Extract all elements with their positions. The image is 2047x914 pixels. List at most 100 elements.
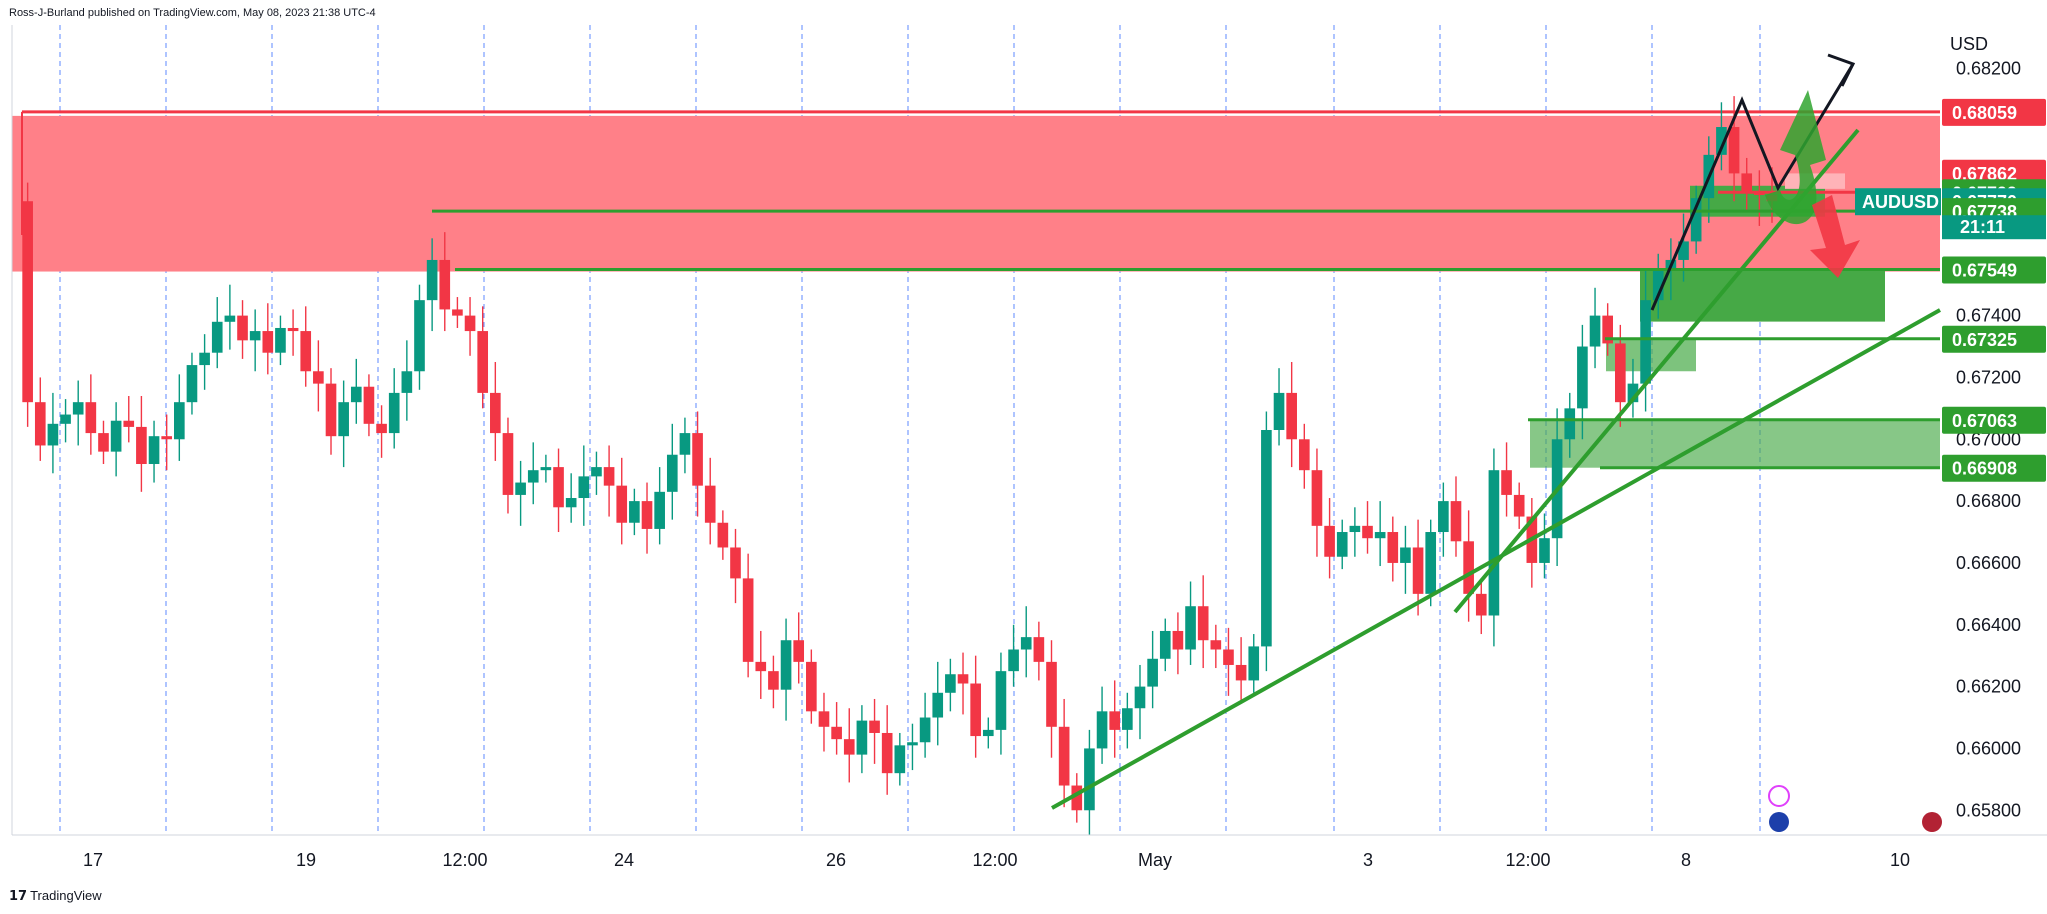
price-tag-label: 0.67549 (1952, 261, 2017, 281)
candle-body (1046, 661, 1057, 727)
candle-body (679, 433, 691, 455)
x-axis-tick: May (1138, 850, 1172, 870)
candle-body (1463, 541, 1474, 594)
candle-body (249, 331, 261, 341)
candle-body (755, 661, 767, 672)
earnings-event-icon (1768, 785, 1790, 807)
candle-body (970, 683, 981, 737)
candle-body (793, 640, 805, 662)
candle-body (1362, 525, 1373, 539)
candle-body (401, 371, 413, 393)
countdown-tag (1942, 215, 2046, 240)
candle-body (72, 402, 84, 415)
candle-body (818, 711, 830, 727)
candle-body (641, 501, 653, 529)
price-tag-label: 0.66908 (1952, 459, 2017, 479)
candle-body (578, 476, 590, 499)
candle-body (174, 402, 185, 440)
candle-body (1513, 494, 1525, 517)
candle-body (1223, 649, 1234, 665)
candle-body (22, 201, 33, 403)
candle-body (338, 402, 349, 437)
candle-body (1008, 649, 1019, 672)
candle-body (136, 426, 147, 465)
candle-body (464, 315, 476, 332)
y-axis-tick: 0.67400 (1956, 306, 2021, 326)
candle-body (717, 522, 729, 548)
price-tags: 0.680590.678620.677990.677700.677380.675… (1855, 98, 2046, 482)
price-tag-label: 0.68059 (1952, 103, 2017, 123)
candle-body (616, 485, 628, 523)
supply-zone (12, 115, 1940, 272)
candle-body (1450, 501, 1462, 542)
candle-body (1589, 315, 1601, 347)
x-axis-tick: 12:00 (1505, 850, 1550, 870)
candle-body (1096, 711, 1108, 749)
candle-body (957, 674, 969, 684)
y-axis-tick: 0.68200 (1956, 58, 2021, 78)
candle-body (1261, 430, 1272, 647)
candle-body (426, 259, 438, 301)
analysis-lines (432, 53, 1941, 810)
y-axis-currency: USD (1950, 34, 1988, 54)
candle-body (553, 467, 564, 508)
price-tag-label: 0.67325 (1952, 330, 2017, 350)
candle-body (1741, 173, 1753, 192)
tradingview-logo-mark: 17 (9, 889, 28, 904)
x-axis-tick: 8 (1681, 850, 1691, 870)
candle-body (98, 433, 109, 452)
candle-body (148, 436, 160, 465)
candle-body (350, 386, 362, 403)
candle-body (881, 732, 893, 774)
price-tag-label: 0.67063 (1952, 411, 2017, 431)
candle-body (1134, 686, 1146, 709)
x-axis-tick: 24 (614, 850, 634, 870)
event-icons (1768, 785, 1942, 832)
candle-body (540, 467, 552, 471)
candle-body (60, 414, 71, 424)
candle-body (919, 717, 931, 743)
candle-body (1071, 785, 1083, 811)
candle-body (1210, 640, 1222, 650)
x-axis-tick: 10 (1890, 850, 1910, 870)
candle-body (730, 547, 741, 579)
x-axis-tick: 12:00 (972, 850, 1017, 870)
candle-body (894, 745, 906, 774)
candle-body (376, 423, 387, 434)
candle-body (1109, 711, 1121, 730)
candle-body (161, 436, 173, 440)
bearish-scenario-arrow (1810, 195, 1860, 278)
bullish-scenario-arrow (1765, 90, 1826, 225)
candle-body (1058, 726, 1070, 786)
candle-body (1349, 525, 1361, 533)
candle-body (1324, 525, 1335, 557)
price-tag (1942, 98, 2046, 126)
symbol-label: AUDUSD (1862, 192, 1939, 212)
y-axis-tick: 0.66800 (1956, 491, 2021, 511)
candle-body (1475, 593, 1487, 616)
candle-body (313, 371, 324, 384)
candle-body (995, 671, 1007, 730)
candle-body (1716, 127, 1727, 155)
candle-body (275, 327, 286, 353)
y-axis-tick: 0.66200 (1956, 677, 2021, 697)
tradingview-logo[interactable]: 17 TradingView (9, 888, 102, 904)
candle-body (780, 640, 792, 690)
candle-body (1084, 748, 1095, 811)
candle-body (363, 386, 375, 424)
candle-body (1197, 606, 1209, 641)
candle-body (603, 467, 615, 486)
trendline-long (1051, 308, 1941, 810)
candle-body (490, 392, 501, 434)
candle-body (932, 692, 944, 718)
candle-body (1690, 198, 1702, 242)
candle-body (1273, 392, 1285, 430)
candle-body (982, 729, 994, 737)
candle-body (414, 300, 425, 372)
candle-body (34, 402, 46, 446)
price-tag (1942, 325, 2046, 353)
candle-body (1336, 532, 1348, 557)
axes: 0.68200 0.67400 0.67200 0.67000 0.66800 0.666… (11, 25, 2047, 870)
candle-body (591, 467, 602, 477)
